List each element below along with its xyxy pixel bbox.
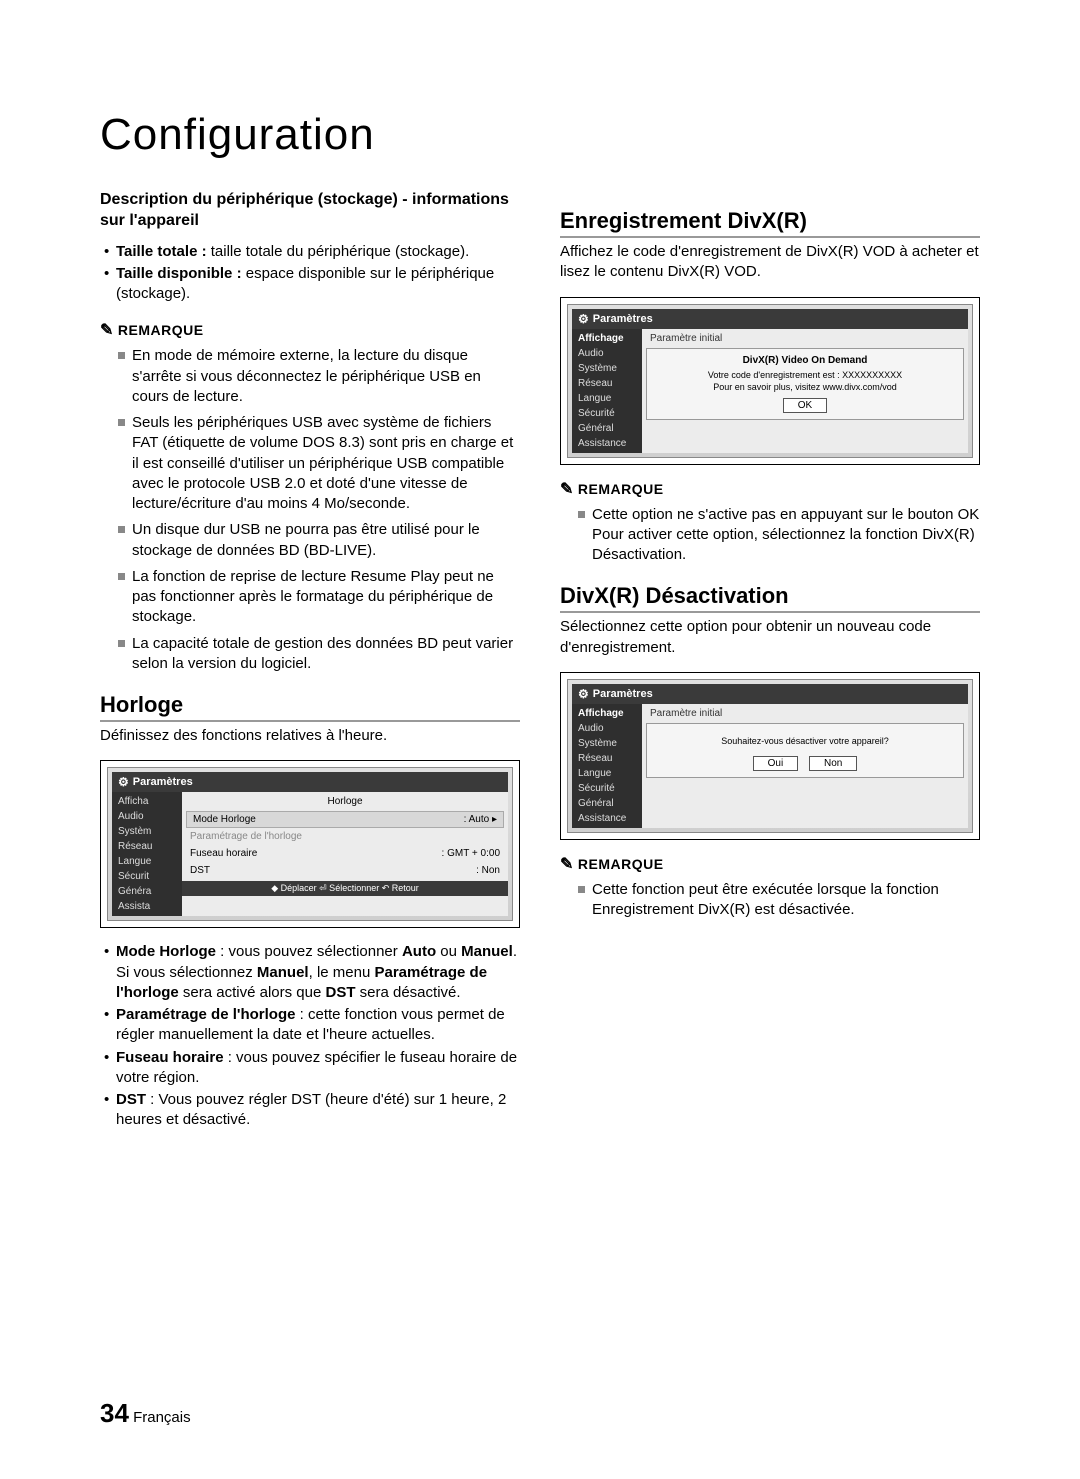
list-item: Taille disponible : espace disponible su… xyxy=(104,264,520,305)
divx-deact-heading: DivX(R) Désactivation xyxy=(560,583,980,613)
divx-deact-text: Sélectionnez cette option pour obtenir u… xyxy=(560,617,980,658)
two-column-layout: Description du périphérique (stockage) -… xyxy=(100,190,980,1147)
remarque-label: REMARQUE xyxy=(560,479,980,499)
remarque-label: REMARQUE xyxy=(560,854,980,874)
list-item: Taille totale : taille totale du périphé… xyxy=(104,242,520,262)
storage-desc-heading: Description du périphérique (stockage) -… xyxy=(100,190,520,232)
ss-main: Paramètre initial Souhaitez-vous désacti… xyxy=(642,704,968,828)
remarque-list: Cette option ne s'active pas en appuyant… xyxy=(560,505,980,566)
list-item: Cette option ne s'active pas en appuyant… xyxy=(578,505,980,566)
horloge-intro: Définissez des fonctions relatives à l'h… xyxy=(100,726,520,746)
ss-sidebar: Affichage Audio Système Réseau Langue Sé… xyxy=(572,704,642,828)
ss-header: Paramètres xyxy=(572,309,968,329)
list-item: Cette fonction peut être exécutée lorsqu… xyxy=(578,880,980,921)
list-item: Seuls les périphériques USB avec système… xyxy=(118,413,520,514)
page-number: 34 xyxy=(100,1398,129,1428)
list-item: La capacité totale de gestion des donnée… xyxy=(118,634,520,675)
ss-main: Horloge Mode Horloge: Auto ▸ Paramétrage… xyxy=(182,792,508,916)
horloge-heading: Horloge xyxy=(100,692,520,722)
left-column: Description du périphérique (stockage) -… xyxy=(100,190,520,1147)
list-item: En mode de mémoire externe, la lecture d… xyxy=(118,346,520,407)
horloge-bullets: Mode Horloge : vous pouvez sélectionner … xyxy=(100,942,520,1130)
divx-reg-screenshot: Paramètres Affichage Audio Système Résea… xyxy=(560,297,980,465)
list-item: Mode Horloge : vous pouvez sélectionner … xyxy=(104,942,520,1003)
yes-button[interactable]: Oui xyxy=(753,756,799,771)
ss-sidebar: Afficha Audio Systèm Réseau Langue Sécur… xyxy=(112,792,182,916)
list-item: Paramétrage de l'horloge : cette fonctio… xyxy=(104,1005,520,1046)
storage-desc-list: Taille totale : taille totale du périphé… xyxy=(100,242,520,305)
remarque-label: REMARQUE xyxy=(100,320,520,340)
divx-deact-screenshot: Paramètres Affichage Audio Système Résea… xyxy=(560,672,980,840)
remarque-list: Cette fonction peut être exécutée lorsqu… xyxy=(560,880,980,921)
ss-main: Paramètre initial DivX(R) Video On Deman… xyxy=(642,329,968,453)
ss-header: Paramètres xyxy=(112,772,508,792)
page-title: Configuration xyxy=(100,110,980,160)
horloge-screenshot: Paramètres Afficha Audio Systèm Réseau L… xyxy=(100,760,520,928)
page-footer: 34 Français xyxy=(100,1398,191,1429)
right-column: Enregistrement DivX(R) Affichez le code … xyxy=(560,190,980,1147)
list-item: La fonction de reprise de lecture Resume… xyxy=(118,567,520,628)
list-item: DST : Vous pouvez régler DST (heure d'ét… xyxy=(104,1090,520,1131)
divx-reg-text: Affichez le code d'enregistrement de Div… xyxy=(560,242,980,283)
ss-header: Paramètres xyxy=(572,684,968,704)
page-lang: Français xyxy=(133,1409,191,1426)
list-item: Un disque dur USB ne pourra pas être uti… xyxy=(118,520,520,561)
remarque-list: En mode de mémoire externe, la lecture d… xyxy=(100,346,520,674)
list-item: Fuseau horaire : vous pouvez spécifier l… xyxy=(104,1048,520,1089)
ss-sidebar: Affichage Audio Système Réseau Langue Sé… xyxy=(572,329,642,453)
no-button[interactable]: Non xyxy=(809,756,857,771)
ok-button[interactable]: OK xyxy=(783,398,827,413)
divx-reg-heading: Enregistrement DivX(R) xyxy=(560,208,980,238)
